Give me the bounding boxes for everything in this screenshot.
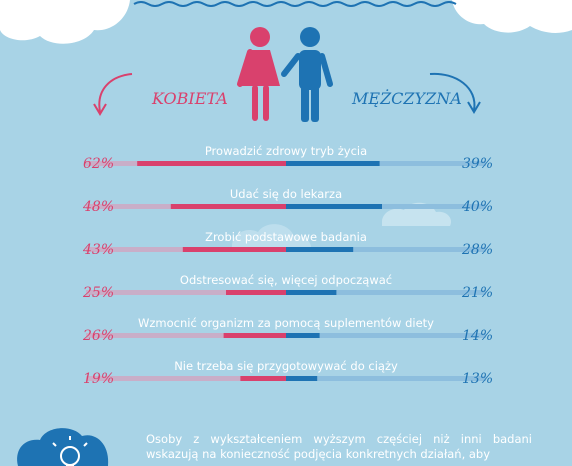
footer-text: Osoby z wykształceniem wyższym częściej … — [146, 432, 532, 461]
category-label: Odstresować się, więcej odpocząwać — [180, 273, 392, 287]
value-label-female: 43% — [82, 242, 114, 258]
bar-female — [223, 333, 286, 338]
category-label: Wzmocnić organizm za pomocą suplementów … — [138, 316, 434, 330]
category-label: Zrobić podstawowe badania — [205, 230, 367, 244]
value-label-male: 39% — [462, 156, 493, 172]
track-male — [286, 333, 486, 338]
bar-male — [286, 376, 318, 381]
category-label: Prowadzić zdrowy tryb życia — [205, 144, 367, 158]
value-label-female: 19% — [83, 371, 114, 387]
bar-male — [286, 161, 380, 166]
category-label: Nie trzeba się przygotowywać do ciąży — [174, 359, 398, 373]
value-label-male: 28% — [461, 242, 493, 258]
track-male — [286, 247, 486, 252]
man-icon — [281, 27, 333, 122]
value-label-male: 13% — [462, 371, 493, 387]
value-label-male: 14% — [462, 328, 493, 344]
chart-rows: Prowadzić zdrowy tryb życia 62% 39% Udać si… — [82, 144, 493, 387]
bar-female — [170, 204, 286, 209]
bar-female — [226, 290, 286, 295]
track-male — [286, 290, 486, 295]
value-label-female: 48% — [82, 199, 114, 215]
bar-female — [240, 376, 286, 381]
track-male — [286, 376, 486, 381]
value-label-male: 40% — [461, 199, 493, 215]
track-female — [86, 333, 286, 338]
legend: KOBIETA MĘŻCZYZNA — [93, 72, 481, 116]
bar-male — [286, 290, 337, 295]
legend-male: MĘŻCZYZNA — [351, 88, 462, 108]
lightbulb-icon — [52, 436, 88, 466]
couple-icon — [237, 27, 333, 122]
arrow-left-icon — [98, 73, 133, 113]
value-label-female: 62% — [83, 156, 114, 172]
track-female — [86, 290, 286, 295]
category-label: Udać się do lekarza — [230, 187, 342, 201]
value-label-female: 26% — [82, 328, 114, 344]
track-male — [286, 161, 486, 166]
value-label-female: 25% — [82, 285, 114, 301]
top-clouds — [0, 0, 572, 44]
value-label-male: 21% — [461, 285, 493, 301]
bar-female — [182, 247, 286, 252]
woman-icon — [237, 27, 280, 121]
track-female — [86, 376, 286, 381]
bottom-cloud — [17, 428, 109, 466]
bar-male — [286, 247, 354, 252]
background-clouds — [232, 202, 452, 252]
track-male — [286, 204, 486, 209]
bar-female — [137, 161, 286, 166]
bar-male — [286, 204, 382, 209]
arrow-right-icon — [429, 72, 476, 111]
legend-female: KOBIETA — [151, 89, 228, 108]
wave-line — [133, 1, 457, 7]
bar-male — [286, 333, 320, 338]
